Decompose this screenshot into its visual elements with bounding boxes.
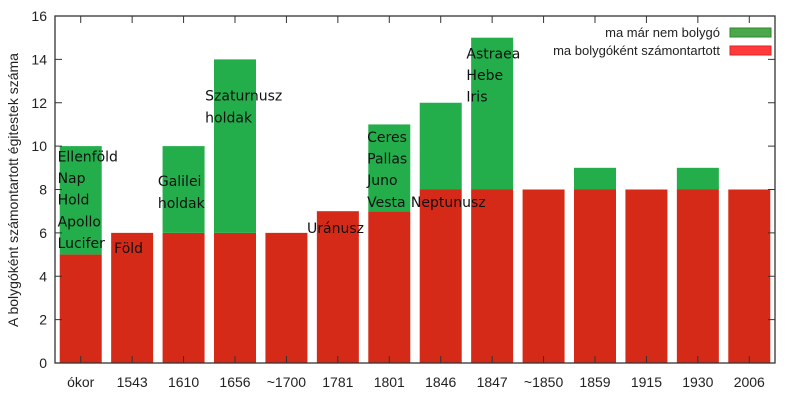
legend-label: ma már nem bolygó [605, 25, 720, 40]
bar-former-planets [676, 167, 719, 190]
annotation-label: Iris [466, 90, 487, 106]
x-tick-label: ókor [67, 374, 95, 390]
y-tick-label: 12 [31, 95, 47, 111]
annotation-label: Nap [58, 171, 86, 187]
bar-former-planets [471, 37, 514, 190]
bar-current-planets [625, 189, 668, 363]
axes-layer: ókor 1543 1610 1656 ~1700 1781 1801 1846 1847 ~18… [31, 8, 776, 390]
plot-frame [54, 15, 776, 364]
bar-current-planets [522, 189, 565, 363]
y-tick-label: 6 [39, 225, 47, 241]
bar-current-planets [59, 254, 102, 363]
annotation-label: Hebe [466, 68, 503, 84]
y-tick-label: 14 [31, 51, 47, 67]
annotation-label: holdak [158, 196, 206, 212]
bar-former-planets [574, 167, 616, 190]
legend-swatch [729, 45, 772, 56]
x-tick-label: 1859 [579, 374, 610, 390]
y-tick-label: 0 [39, 355, 47, 371]
annotation-label: Föld [114, 241, 143, 257]
bar-former-planets [59, 146, 102, 255]
bar-current-planets [316, 211, 359, 363]
x-tick-label: 1930 [682, 374, 713, 390]
x-tick-label: 1846 [425, 374, 456, 390]
annotation-label: Pallas [367, 151, 407, 167]
annotation-label: Apollo [58, 214, 101, 230]
bar-current-planets [471, 189, 514, 363]
annotations-layer: Ellenföld Nap Hold Apollo Lucifer Föld Galilei… [58, 46, 521, 257]
annotation-label: Ceres [367, 130, 407, 146]
bar-former-planets [162, 146, 205, 233]
x-tick-label: 1801 [374, 374, 405, 390]
bar-current-planets [676, 189, 719, 363]
bar-current-planets [728, 189, 771, 363]
annotation-label: Hold [58, 193, 90, 209]
bar-former-planets [214, 59, 256, 233]
annotation-label: Uránusz [307, 221, 364, 237]
y-tick-label: 16 [31, 8, 47, 24]
x-tick-label: 1543 [117, 374, 148, 390]
annotation-label: Ellenföld [58, 149, 118, 165]
bar-current-planets [111, 232, 154, 363]
bar-former-planets [419, 102, 462, 190]
bar-current-planets [574, 189, 616, 363]
bar-current-planets [162, 232, 205, 363]
bar-current-planets [214, 232, 256, 363]
annotation-label: Lucifer [58, 236, 106, 252]
legend: ma már nem bolygó ma bolygóként számontar… [553, 25, 772, 58]
annotation-label: Neptunusz [411, 195, 486, 211]
x-tick-label: 1847 [477, 374, 508, 390]
x-tick-label: 1915 [631, 374, 662, 390]
bar-current-planets [265, 232, 308, 363]
annotation-label: Szaturnusz [205, 89, 282, 105]
y-tick-label: 4 [39, 268, 47, 284]
legend-label: ma bolygóként számontartott [553, 43, 720, 58]
bar-current-planets [368, 211, 411, 363]
y-tick-label: 2 [39, 312, 47, 328]
y-tick-label: 8 [39, 182, 47, 198]
bar-current-planets [419, 189, 462, 363]
x-tick-label: ~1700 [267, 374, 307, 390]
y-axis-label: A bolygóként számontartott égitestek szá… [5, 53, 21, 327]
x-tick-label: ~1850 [524, 374, 564, 390]
annotation-label: Vesta [367, 195, 405, 211]
y-tick-label: 10 [31, 138, 47, 154]
annotation-label: holdak [205, 110, 253, 126]
bar-former-planets [368, 124, 411, 212]
annotation-label: Galilei [158, 174, 202, 190]
x-tick-label: 2006 [734, 374, 765, 390]
legend-swatch [729, 27, 772, 38]
annotation-label: Astraea [466, 46, 520, 62]
bars-layer [59, 37, 771, 363]
x-tick-label: 1781 [322, 374, 353, 390]
annotation-label: Juno [366, 173, 397, 189]
x-tick-label: 1656 [219, 374, 250, 390]
x-tick-label: 1610 [168, 374, 199, 390]
